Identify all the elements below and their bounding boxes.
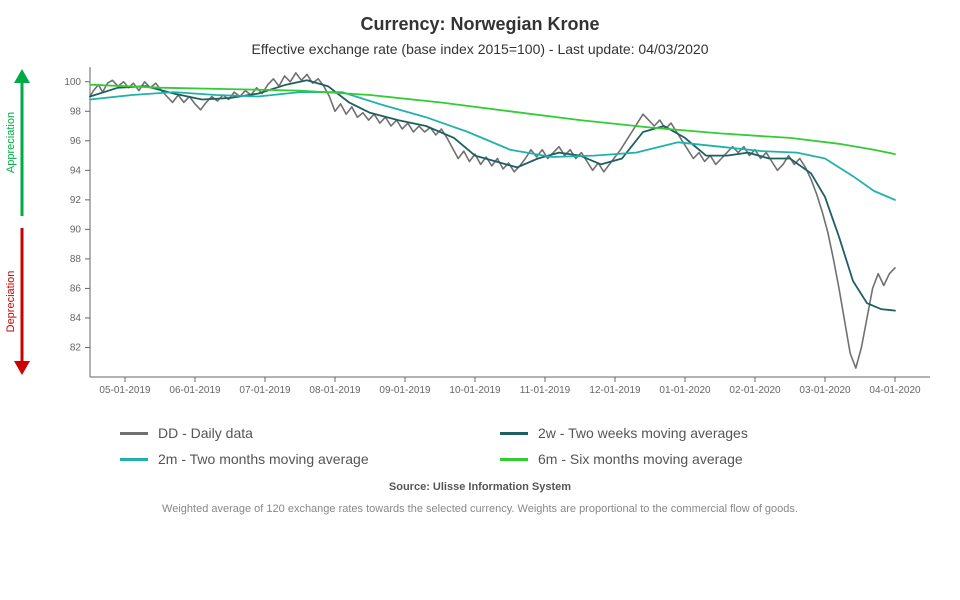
svg-text:07-01-2019: 07-01-2019 bbox=[239, 385, 291, 396]
legend-label: 2w - Two weeks moving averages bbox=[538, 425, 748, 441]
legend-item-w2: 2w - Two weeks moving averages bbox=[500, 425, 840, 441]
svg-text:01-01-2020: 01-01-2020 bbox=[659, 385, 711, 396]
legend-item-dd: DD - Daily data bbox=[120, 425, 460, 441]
chart-legend: DD - Daily data 2w - Two weeks moving ave… bbox=[120, 425, 840, 467]
svg-text:09-01-2019: 09-01-2019 bbox=[379, 385, 431, 396]
line-chart-svg: Appreciation Depreciation 82 84 86 88 90 92 94 96… bbox=[0, 57, 960, 417]
svg-text:96: 96 bbox=[70, 136, 82, 147]
source-label: Source: Ulisse Information System bbox=[0, 481, 960, 493]
svg-text:86: 86 bbox=[70, 283, 82, 294]
svg-text:11-01-2019: 11-01-2019 bbox=[520, 385, 571, 396]
chart-area: Appreciation Depreciation 82 84 86 88 90 92 94 96… bbox=[0, 57, 960, 417]
legend-label: 2m - Two months moving average bbox=[158, 451, 369, 467]
svg-text:05-01-2019: 05-01-2019 bbox=[99, 385, 151, 396]
svg-text:82: 82 bbox=[70, 342, 82, 353]
svg-text:Appreciation: Appreciation bbox=[5, 112, 17, 173]
legend-swatch bbox=[500, 432, 528, 435]
svg-text:08-01-2019: 08-01-2019 bbox=[309, 385, 361, 396]
svg-text:90: 90 bbox=[70, 224, 82, 235]
svg-text:03-01-2020: 03-01-2020 bbox=[799, 385, 851, 396]
svg-text:Depreciation: Depreciation bbox=[5, 271, 17, 333]
chart-title: Currency: Norwegian Krone bbox=[0, 0, 960, 35]
series-dd bbox=[90, 73, 895, 368]
svg-text:04-01-2020: 04-01-2020 bbox=[869, 385, 921, 396]
legend-swatch bbox=[120, 458, 148, 461]
legend-swatch bbox=[120, 432, 148, 435]
svg-text:92: 92 bbox=[70, 195, 82, 206]
legend-item-m6: 6m - Six months moving average bbox=[500, 451, 840, 467]
svg-text:02-01-2020: 02-01-2020 bbox=[729, 385, 781, 396]
svg-text:88: 88 bbox=[70, 254, 82, 265]
footnote: Weighted average of 120 exchange rates t… bbox=[0, 503, 960, 515]
svg-text:06-01-2019: 06-01-2019 bbox=[169, 385, 221, 396]
legend-label: 6m - Six months moving average bbox=[538, 451, 743, 467]
chart-subtitle: Effective exchange rate (base index 2015… bbox=[0, 41, 960, 57]
series-w2 bbox=[90, 80, 895, 310]
svg-text:10-01-2019: 10-01-2019 bbox=[449, 385, 501, 396]
legend-label: DD - Daily data bbox=[158, 425, 253, 441]
svg-text:98: 98 bbox=[70, 106, 82, 117]
legend-item-m2: 2m - Two months moving average bbox=[120, 451, 460, 467]
svg-text:94: 94 bbox=[70, 165, 82, 176]
legend-swatch bbox=[500, 458, 528, 461]
svg-text:100: 100 bbox=[64, 77, 81, 88]
svg-text:12-01-2019: 12-01-2019 bbox=[589, 385, 641, 396]
svg-text:84: 84 bbox=[70, 313, 82, 324]
